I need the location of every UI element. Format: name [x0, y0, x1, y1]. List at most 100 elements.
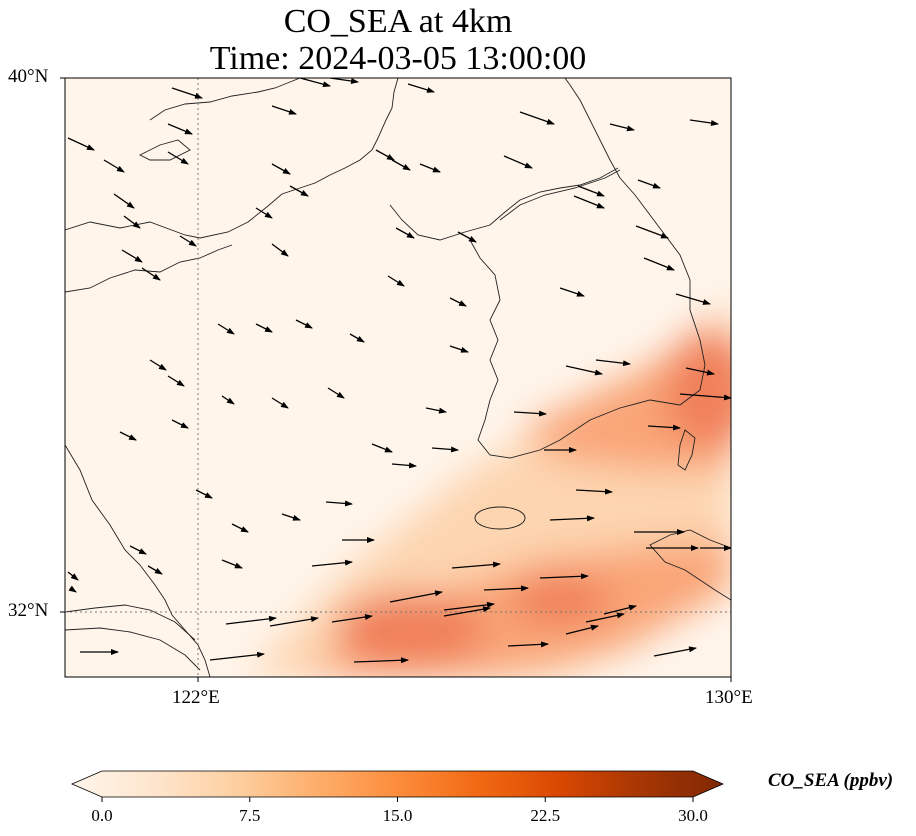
wind-arrow: [457, 231, 477, 243]
wind-arrow: [451, 561, 501, 569]
wind-arrow: [221, 559, 243, 569]
wind-arrow: [68, 585, 77, 593]
wind-arrow: [449, 345, 469, 353]
coastline-tsushima: [677, 429, 696, 471]
coastline-korea-west: [389, 167, 619, 241]
lat-label-40: 40°N: [8, 66, 49, 87]
wind-arrow: [647, 424, 681, 431]
wind-arrow: [327, 387, 345, 399]
coastline-china-north: [65, 78, 399, 239]
wind-arrow: [395, 227, 415, 239]
chart-subtitle-time: Time: 2024-03-05 13:00:00: [209, 40, 587, 77]
wind-arrow: [103, 159, 125, 173]
wind-arrow: [129, 545, 147, 555]
wind-arrow: [147, 565, 163, 575]
wind-arrow: [217, 323, 235, 335]
wind-arrow: [67, 571, 79, 581]
colorbar-ticks: 0.0 7.5 15.0 22.5 30.0: [91, 797, 708, 825]
wind-arrow: [387, 275, 405, 287]
wind-arrow: [179, 235, 197, 247]
coastlines: [65, 78, 731, 677]
colorbar-tick-label: 30.0: [678, 806, 708, 825]
wind-arrow: [431, 446, 459, 453]
wind-arrow: [549, 515, 595, 522]
wind-arrow: [503, 155, 533, 169]
wind-arrow: [271, 397, 289, 409]
wind-arrow: [171, 419, 189, 429]
wind-arrow: [513, 410, 547, 417]
wind-arrow: [167, 375, 185, 387]
wind-arrow: [271, 163, 291, 175]
wind-arrow: [329, 78, 359, 84]
wind-arrow: [603, 604, 637, 615]
wind-arrow: [171, 87, 203, 99]
wind-arrow: [289, 185, 309, 197]
chart-title: CO_SEA at 4km: [283, 3, 513, 40]
wind-arrow: [685, 367, 715, 376]
colorbar-tick-label: 22.5: [530, 806, 560, 825]
wind-arrow: [559, 287, 585, 297]
coastline-jeju: [474, 506, 526, 530]
wind-arrow: [325, 500, 353, 507]
wind-arrow: [149, 359, 167, 371]
wind-arrow: [67, 137, 95, 151]
wind-arrow: [353, 657, 409, 664]
co-plume-field: [245, 300, 731, 677]
wind-arrow: [609, 123, 635, 132]
wind-arrow: [635, 225, 669, 239]
wind-arrow: [575, 488, 613, 495]
wind-arrow: [271, 105, 297, 115]
wind-arrow: [371, 443, 393, 453]
wind-arrow: [167, 151, 189, 165]
lon-label-130: 130°E: [705, 687, 753, 708]
wind-arrow: [221, 395, 235, 405]
wind-arrow: [349, 333, 365, 343]
wind-arrow: [295, 319, 313, 329]
wind-arrow: [391, 462, 417, 469]
co-plume-core-south: [335, 592, 485, 668]
wind-arrow: [375, 149, 395, 161]
wind-arrow: [407, 83, 435, 93]
colorbar-tick-label: 0.0: [91, 806, 112, 825]
wind-arrow: [449, 297, 467, 307]
wind-arrow: [577, 185, 605, 197]
wind-arrow: [675, 293, 711, 305]
wind-arrow: [585, 612, 625, 623]
wind-arrow: [443, 601, 495, 611]
map-frame: [64, 77, 732, 678]
colorbar-tick-label: 7.5: [239, 806, 260, 825]
wind-arrow: [271, 243, 289, 257]
wind-arrow: [419, 163, 441, 173]
map-plot-area: [65, 78, 731, 677]
wind-vectors: [67, 78, 731, 664]
wind-arrow: [653, 646, 697, 657]
wind-arrow: [643, 257, 675, 271]
wind-arrow: [425, 407, 447, 414]
wind-arrow: [113, 193, 135, 209]
colorbar-bar: [70, 770, 725, 798]
wind-arrow: [391, 159, 411, 171]
wind-arrow: [443, 606, 491, 617]
coastline-yalu: [499, 169, 621, 221]
wind-arrow: [595, 359, 631, 367]
co-plume-core-southeast: [510, 575, 610, 625]
coastline-liaodong-south: [138, 139, 191, 161]
wind-arrow: [637, 179, 661, 189]
coastline-changjiang-south: [65, 627, 201, 671]
colorbar-label: CO_SEA (ppbv): [768, 770, 894, 791]
wind-arrow: [119, 431, 137, 441]
wind-arrow: [331, 614, 373, 623]
wind-arrow: [483, 585, 529, 592]
colorbar: 0.0 7.5 15.0 22.5 30.0: [70, 770, 725, 825]
wind-arrow: [689, 119, 719, 126]
wind-arrow: [539, 573, 589, 580]
wind-arrow: [389, 590, 443, 603]
lat-label-32: 32°N: [8, 600, 49, 621]
wind-arrow: [507, 641, 549, 648]
wind-arrow: [121, 249, 143, 263]
wind-arrow: [299, 78, 331, 88]
wind-arrow: [573, 195, 605, 209]
wind-arrow: [225, 615, 277, 625]
lon-label-122: 122°E: [172, 687, 220, 708]
